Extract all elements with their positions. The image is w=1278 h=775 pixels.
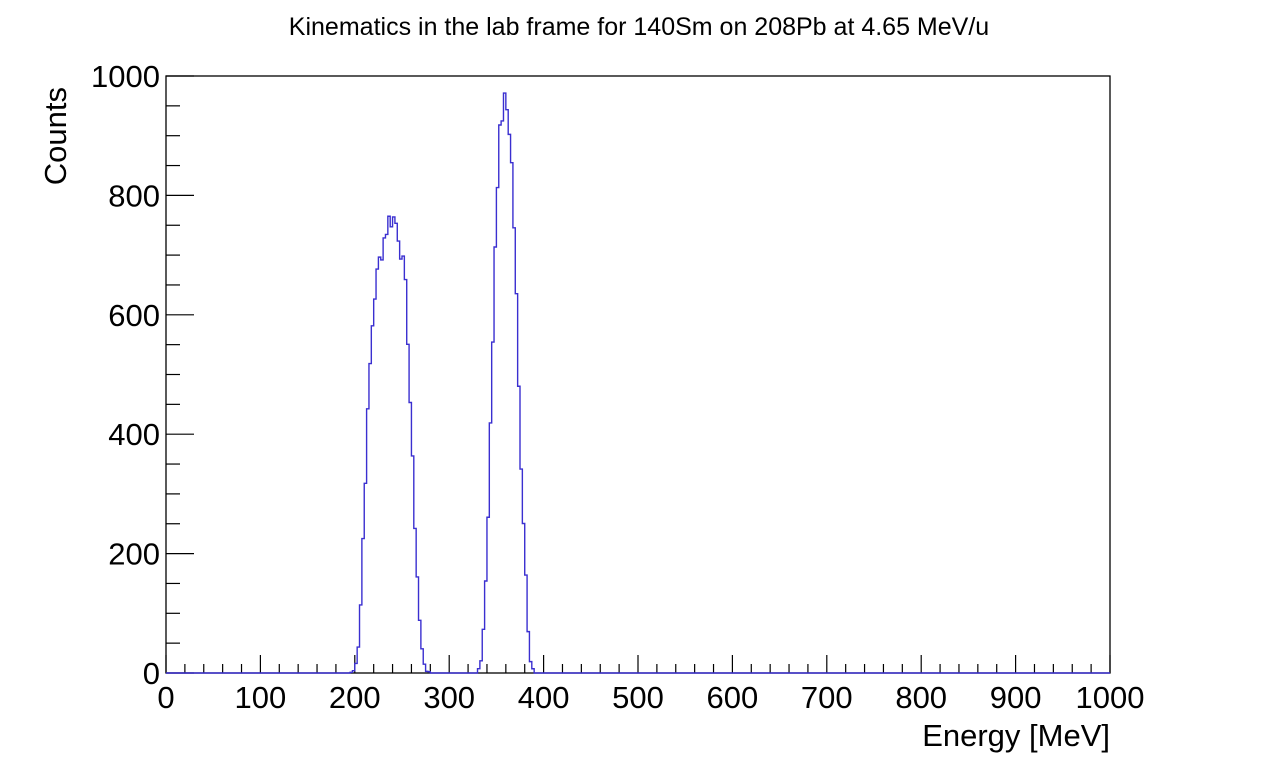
x-tick-label: 900 xyxy=(990,680,1042,715)
y-tick-label: 200 xyxy=(108,537,160,572)
x-tick-labels: 0 100 200 300 400 500 600 700 800 900 1000 xyxy=(157,680,1144,715)
y-tick-label: 800 xyxy=(108,178,160,213)
x-tick-label: 100 xyxy=(235,680,287,715)
plot-frame xyxy=(165,75,1111,674)
chart-title: Kinematics in the lab frame for 140Sm on… xyxy=(289,13,989,41)
x-tick-label: 700 xyxy=(801,680,853,715)
y-tick-label: 600 xyxy=(108,298,160,333)
y-tick-labels: 0 200 400 600 800 1000 xyxy=(91,59,160,691)
y-tick-label: 0 xyxy=(143,656,160,691)
x-axis-label: Energy [MeV] xyxy=(922,718,1110,753)
histogram-line xyxy=(166,92,1110,674)
x-tick-label: 500 xyxy=(612,680,664,715)
x-tick-label: 200 xyxy=(329,680,381,715)
x-tick-label: 800 xyxy=(895,680,947,715)
y-tick-label: 400 xyxy=(108,417,160,452)
x-tick-label: 1000 xyxy=(1076,680,1145,715)
x-tick-label: 600 xyxy=(707,680,759,715)
y-tick-label: 1000 xyxy=(91,59,160,94)
x-tick-label: 300 xyxy=(423,680,475,715)
y-axis-label: Counts xyxy=(38,87,73,185)
axis-ticks xyxy=(165,75,1111,674)
x-tick-label: 0 xyxy=(157,680,174,715)
x-tick-label: 400 xyxy=(518,680,570,715)
